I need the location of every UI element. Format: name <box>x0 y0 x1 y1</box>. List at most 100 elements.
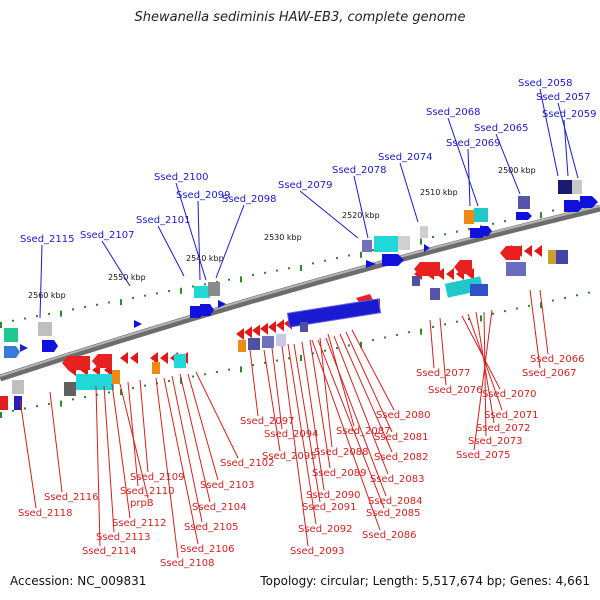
leader-line <box>179 373 211 503</box>
leader-line <box>299 190 359 239</box>
tick-label: 2530 kbp <box>264 233 302 242</box>
forward-gene-label: Ssed_2058 <box>518 78 573 89</box>
accession-text: Accession: NC_009831 <box>10 574 147 588</box>
reverse-gene-label: Ssed_2083 <box>370 474 425 485</box>
tick-dots <box>0 201 590 418</box>
leader-line <box>319 337 333 448</box>
reverse-gene-label: Ssed_2092 <box>298 524 353 535</box>
reverse-gene-label: Ssed_2088 <box>314 447 369 458</box>
leader-line <box>119 383 149 499</box>
forward-gene-label: Ssed_2074 <box>378 152 433 163</box>
forward-gene-label: Ssed_2057 <box>536 92 591 103</box>
leader-line <box>163 377 199 545</box>
leader-line <box>215 204 245 279</box>
reverse-gene-label: Ssed_2081 <box>374 432 429 443</box>
leader-line <box>19 399 37 509</box>
reverse-gene-label: Ssed_2105 <box>184 522 239 533</box>
leader-line <box>249 349 259 417</box>
tick-label: 2520 kbp <box>342 211 380 220</box>
leader-line <box>301 341 325 491</box>
forward-gene-label: Ssed_2068 <box>426 107 481 118</box>
leader-line <box>293 343 321 503</box>
forward-gene-label: Ssed_2098 <box>222 194 277 205</box>
leader-line <box>157 225 185 277</box>
reverse-gene-label: Ssed_2072 <box>476 423 531 434</box>
leader-line <box>345 331 393 433</box>
reverse-gene-label: Ssed_2087 <box>336 426 391 437</box>
leader-line <box>539 88 559 177</box>
leader-line <box>325 337 387 497</box>
reverse-gene-label: Ssed_2113 <box>96 532 151 543</box>
leader-line <box>563 119 569 177</box>
reverse-gene-label: Ssed_2103 <box>200 480 255 491</box>
leader-line <box>447 117 479 207</box>
reverse-gene-label: Ssed_2095 <box>262 451 317 462</box>
forward-gene-label: Ssed_2107 <box>80 230 135 241</box>
reverse-gene-label: Ssed_2073 <box>468 436 523 447</box>
leader-line <box>171 375 203 523</box>
leader-line <box>399 162 419 223</box>
forward-gene-labels: Ssed_2058 Ssed_2057 Ssed_2059 Ssed_2065 Ssed… <box>20 78 597 319</box>
reverse-gene-label: Ssed_2106 <box>180 544 235 555</box>
reverse-gene-label: Ssed_2086 <box>362 530 417 541</box>
leader-line <box>155 377 179 559</box>
leader-line <box>461 315 501 390</box>
reverse-gene-label: Ssed_2066 <box>530 354 585 365</box>
leader-line <box>187 373 219 481</box>
leader-line <box>473 309 493 451</box>
forward-strand-features <box>4 180 598 358</box>
reverse-gene-label: Ssed_2104 <box>192 502 247 513</box>
reverse-gene-label: Ssed_2070 <box>482 389 537 400</box>
reverse-gene-label: prpB <box>130 498 154 509</box>
tick-label: 2560 kbp <box>28 291 66 300</box>
leader-line <box>339 333 393 453</box>
leader-line <box>333 335 389 475</box>
leader-line <box>49 391 63 493</box>
reverse-gene-label: Ssed_2067 <box>522 368 577 379</box>
reverse-gene-label: Ssed_2075 <box>456 450 511 461</box>
forward-gene-label: Ssed_2065 <box>474 123 529 134</box>
reverse-gene-label: Ssed_2084 <box>368 496 423 507</box>
forward-gene-label: Ssed_2101 <box>136 215 191 226</box>
reverse-gene-label: Ssed_2093 <box>290 546 345 557</box>
leader-line <box>111 383 131 519</box>
map-title: Shewanella sediminis HAW-EB3, complete g… <box>134 10 466 25</box>
reverse-gene-label: Ssed_2116 <box>44 492 99 503</box>
leader-line <box>101 240 131 287</box>
leader-line <box>281 345 309 547</box>
forward-gene-label: Ssed_2078 <box>332 165 387 176</box>
forward-gene-label: Ssed_2079 <box>278 180 333 191</box>
forward-gene-label: Ssed_2099 <box>176 190 231 201</box>
reverse-gene-label: Ssed_2077 <box>416 368 471 379</box>
tick-label: 2540 kbp <box>186 254 224 263</box>
reverse-gene-label: Ssed_2085 <box>366 508 421 519</box>
leader-line <box>175 182 207 281</box>
leader-line <box>287 343 317 525</box>
genome-backbone <box>0 204 600 382</box>
leader-line <box>353 175 369 239</box>
reverse-gene-label: Ssed_2089 <box>312 468 367 479</box>
reverse-gene-label: Ssed_2109 <box>130 472 185 483</box>
forward-gene-label: Ssed_2115 <box>20 234 75 245</box>
tick-labels: 2500 kbp 2510 kbp 2520 kbp 2530 kbp 2540… <box>28 166 536 300</box>
leader-line <box>39 244 43 319</box>
forward-gene-label: Ssed_2069 <box>446 138 501 149</box>
reverse-gene-label: Ssed_2114 <box>82 546 137 557</box>
reverse-strand-features <box>0 245 568 410</box>
leader-line <box>467 148 471 207</box>
forward-gene-label: Ssed_2059 <box>542 109 597 120</box>
leader-line <box>529 289 541 369</box>
reverse-gene-label: Ssed_2108 <box>160 558 215 569</box>
tick-label: 2510 kbp <box>420 188 458 197</box>
reverse-gene-label: Ssed_2076 <box>428 385 483 396</box>
reverse-gene-label: Ssed_2080 <box>376 410 431 421</box>
reverse-gene-label: Ssed_2112 <box>112 518 167 529</box>
leader-line <box>351 329 395 411</box>
reverse-gene-label: Ssed_2071 <box>484 410 539 421</box>
reverse-gene-label: Ssed_2118 <box>18 508 73 519</box>
topology-text: Topology: circular; Length: 5,517,674 bp… <box>260 574 590 588</box>
leader-line <box>103 385 115 533</box>
